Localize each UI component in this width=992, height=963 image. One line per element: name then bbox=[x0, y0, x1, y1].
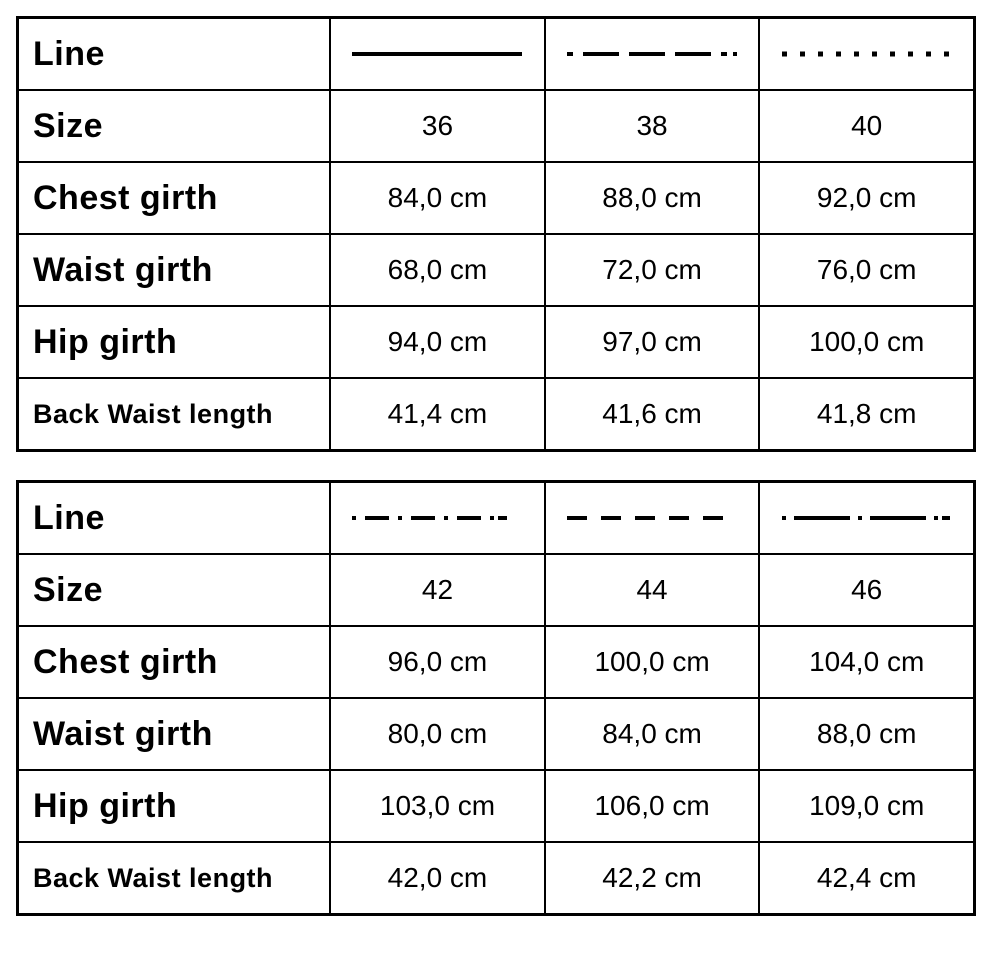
value-cell: 100,0 cm bbox=[545, 626, 760, 698]
table-row: Size363840 bbox=[18, 90, 975, 162]
row-label: Back Waist length bbox=[18, 378, 331, 451]
table-row: Chest girth96,0 cm100,0 cm104,0 cm bbox=[18, 626, 975, 698]
table-row: Waist girth68,0 cm72,0 cm76,0 cm bbox=[18, 234, 975, 306]
value-cell: 109,0 cm bbox=[759, 770, 974, 842]
row-label: Back Waist length bbox=[18, 842, 331, 915]
line-pattern-cell bbox=[545, 18, 760, 91]
table-row: Back Waist length41,4 cm41,6 cm41,8 cm bbox=[18, 378, 975, 451]
value-cell: 36 bbox=[330, 90, 545, 162]
value-cell: 96,0 cm bbox=[330, 626, 545, 698]
line-pattern-dash-dot bbox=[352, 508, 522, 528]
row-label: Hip girth bbox=[18, 770, 331, 842]
line-pattern-solid bbox=[352, 44, 522, 64]
row-label: Size bbox=[18, 90, 331, 162]
size-table-2: LineSize424446Chest girth96,0 cm100,0 cm… bbox=[16, 480, 976, 916]
line-pattern-cell bbox=[759, 482, 974, 555]
value-cell: 103,0 cm bbox=[330, 770, 545, 842]
value-cell: 88,0 cm bbox=[759, 698, 974, 770]
value-cell: 42,2 cm bbox=[545, 842, 760, 915]
line-pattern-short-dash bbox=[567, 508, 737, 528]
line-pattern-cell bbox=[545, 482, 760, 555]
value-cell: 40 bbox=[759, 90, 974, 162]
value-cell: 76,0 cm bbox=[759, 234, 974, 306]
row-label: Hip girth bbox=[18, 306, 331, 378]
table-row: Hip girth94,0 cm97,0 cm100,0 cm bbox=[18, 306, 975, 378]
value-cell: 100,0 cm bbox=[759, 306, 974, 378]
value-cell: 41,6 cm bbox=[545, 378, 760, 451]
row-label: Line bbox=[18, 482, 331, 555]
line-pattern-cell bbox=[330, 482, 545, 555]
value-cell: 106,0 cm bbox=[545, 770, 760, 842]
value-cell: 46 bbox=[759, 554, 974, 626]
line-pattern-dotted bbox=[782, 44, 952, 64]
table-row: Hip girth103,0 cm106,0 cm109,0 cm bbox=[18, 770, 975, 842]
size-table-1: LineSize363840Chest girth84,0 cm88,0 cm9… bbox=[16, 16, 976, 452]
table-row: Back Waist length42,0 cm42,2 cm42,4 cm bbox=[18, 842, 975, 915]
row-label: Chest girth bbox=[18, 626, 331, 698]
value-cell: 84,0 cm bbox=[330, 162, 545, 234]
value-cell: 41,8 cm bbox=[759, 378, 974, 451]
value-cell: 38 bbox=[545, 90, 760, 162]
table-row: Size424446 bbox=[18, 554, 975, 626]
row-label: Size bbox=[18, 554, 331, 626]
value-cell: 68,0 cm bbox=[330, 234, 545, 306]
value-cell: 94,0 cm bbox=[330, 306, 545, 378]
value-cell: 42,0 cm bbox=[330, 842, 545, 915]
value-cell: 84,0 cm bbox=[545, 698, 760, 770]
table-row: Chest girth84,0 cm88,0 cm92,0 cm bbox=[18, 162, 975, 234]
value-cell: 88,0 cm bbox=[545, 162, 760, 234]
line-pattern-cell bbox=[330, 18, 545, 91]
line-pattern-long-dash-dot bbox=[782, 508, 952, 528]
row-label: Waist girth bbox=[18, 698, 331, 770]
value-cell: 80,0 cm bbox=[330, 698, 545, 770]
size-tables-container: LineSize363840Chest girth84,0 cm88,0 cm9… bbox=[16, 16, 976, 916]
table-row: Line bbox=[18, 18, 975, 91]
table-row: Line bbox=[18, 482, 975, 555]
value-cell: 72,0 cm bbox=[545, 234, 760, 306]
value-cell: 41,4 cm bbox=[330, 378, 545, 451]
value-cell: 97,0 cm bbox=[545, 306, 760, 378]
row-label: Line bbox=[18, 18, 331, 91]
value-cell: 44 bbox=[545, 554, 760, 626]
value-cell: 42,4 cm bbox=[759, 842, 974, 915]
value-cell: 104,0 cm bbox=[759, 626, 974, 698]
line-pattern-cell bbox=[759, 18, 974, 91]
value-cell: 42 bbox=[330, 554, 545, 626]
line-pattern-long-dash bbox=[567, 44, 737, 64]
row-label: Waist girth bbox=[18, 234, 331, 306]
table-row: Waist girth80,0 cm84,0 cm88,0 cm bbox=[18, 698, 975, 770]
value-cell: 92,0 cm bbox=[759, 162, 974, 234]
row-label: Chest girth bbox=[18, 162, 331, 234]
